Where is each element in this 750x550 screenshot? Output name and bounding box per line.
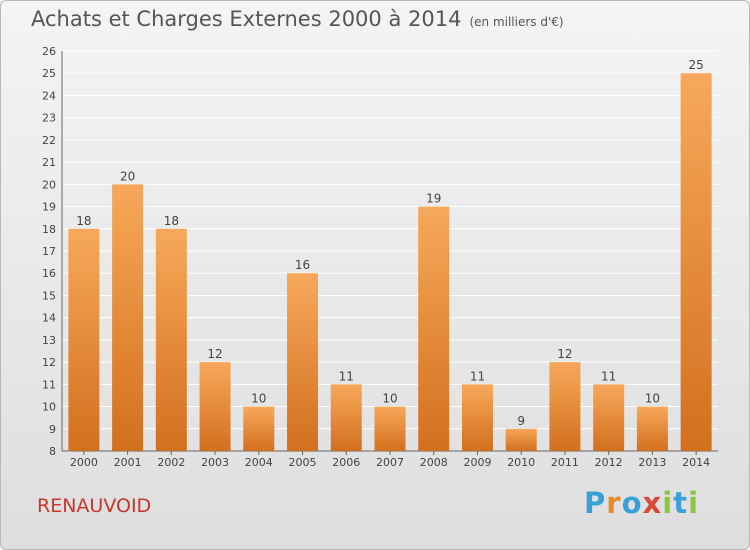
data-label: 10: [645, 392, 660, 406]
bar: [593, 384, 625, 451]
bar: [505, 428, 537, 451]
x-tick-label: 2012: [595, 456, 623, 469]
chart-title: Achats et Charges Externes 2000 à 2014 (e…: [31, 7, 564, 31]
bar: [287, 273, 319, 451]
bar: [68, 228, 100, 451]
data-label: 12: [207, 347, 222, 361]
data-label: 18: [164, 214, 179, 228]
data-label: 20: [120, 169, 135, 183]
data-label: 19: [426, 192, 441, 206]
y-tick-label: 26: [42, 45, 56, 58]
data-label: 11: [339, 369, 354, 383]
x-tick-label: 2003: [201, 456, 229, 469]
bar: [418, 206, 450, 451]
proxiti-logo: Proxiti: [584, 486, 699, 520]
x-tick-label: 2011: [551, 456, 579, 469]
data-label: 11: [601, 369, 616, 383]
logo-letter: i: [662, 486, 674, 520]
town-name: RENAUVOID: [37, 495, 152, 517]
x-tick-label: 2013: [638, 456, 666, 469]
bar: [374, 406, 406, 451]
x-tick-label: 2001: [114, 456, 142, 469]
x-tick-label: 2014: [682, 456, 710, 469]
x-tick-label: 2008: [420, 456, 448, 469]
bar: [199, 362, 231, 451]
logo-letter: t: [673, 486, 689, 520]
logo-letter: i: [688, 486, 700, 520]
y-tick-label: 10: [42, 401, 56, 414]
chart-unit-label: (en milliers d'€): [469, 15, 564, 29]
bar: [636, 406, 668, 451]
bar: [243, 406, 275, 451]
y-tick-label: 17: [42, 245, 56, 258]
y-tick-label: 11: [42, 378, 56, 391]
logo-letter: o: [621, 486, 643, 520]
x-tick-label: 2005: [289, 456, 317, 469]
y-tick-label: 9: [49, 423, 56, 436]
data-label: 9: [517, 414, 525, 428]
y-tick-label: 22: [42, 134, 56, 147]
bar: [461, 384, 493, 451]
y-tick-label: 24: [42, 89, 56, 102]
y-tick-label: 16: [42, 267, 56, 280]
x-tick-label: 2010: [507, 456, 535, 469]
data-label: 12: [557, 347, 572, 361]
y-tick-label: 18: [42, 223, 56, 236]
y-tick-label: 14: [42, 312, 56, 325]
bar: [112, 184, 144, 452]
data-label: 10: [251, 392, 266, 406]
data-label: 11: [470, 369, 485, 383]
logo-letter: P: [584, 486, 607, 520]
data-label: 25: [688, 58, 703, 72]
data-label: 16: [295, 258, 310, 272]
data-label: 18: [76, 214, 91, 228]
y-tick-label: 15: [42, 289, 56, 302]
chart-title-text: Achats et Charges Externes 2000 à 2014: [31, 7, 462, 31]
bar: [680, 73, 712, 451]
x-tick-label: 2002: [157, 456, 185, 469]
y-tick-label: 20: [42, 178, 56, 191]
x-tick-label: 2009: [463, 456, 491, 469]
data-label: 10: [382, 392, 397, 406]
x-tick-label: 2004: [245, 456, 273, 469]
logo-letter: x: [642, 486, 663, 520]
y-tick-label: 19: [42, 201, 56, 214]
x-tick-label: 2000: [70, 456, 98, 469]
bar: [155, 228, 187, 451]
bar: [330, 384, 362, 451]
y-tick-label: 23: [42, 112, 56, 125]
x-tick-label: 2007: [376, 456, 404, 469]
y-tick-label: 8: [49, 445, 56, 458]
x-tick-label: 2006: [332, 456, 360, 469]
y-tick-label: 13: [42, 334, 56, 347]
y-tick-label: 12: [42, 356, 56, 369]
y-tick-label: 25: [42, 67, 56, 80]
logo-letter: r: [606, 486, 622, 520]
bar: [549, 362, 581, 451]
y-tick-label: 21: [42, 156, 56, 169]
